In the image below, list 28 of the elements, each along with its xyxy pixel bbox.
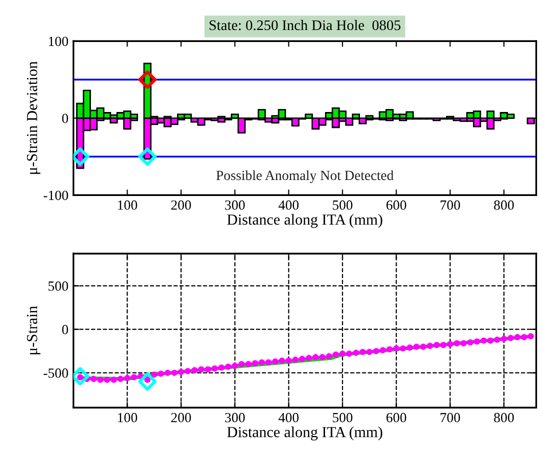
annotation: Possible Anomaly Not Detected — [216, 170, 394, 183]
x-tick-label: 600 — [386, 412, 406, 422]
x-tick-label: 700 — [440, 200, 460, 210]
x-axis-title: Distance along ITA (mm) — [227, 426, 382, 440]
y-tick-label: 500 — [48, 281, 68, 291]
x-tick-label: 500 — [332, 412, 352, 422]
x-tick-label: 300 — [225, 412, 245, 422]
y-tick-label: -500 — [44, 368, 68, 378]
x-tick-label: 800 — [494, 412, 514, 422]
chart-title: State: 0.250 Inch Dia Hole 0805 — [210, 20, 400, 30]
y-axis-title: μ-Strain — [26, 306, 40, 354]
x-tick-label: 300 — [225, 200, 245, 210]
x-tick-label: 200 — [171, 412, 191, 422]
x-tick-label: 800 — [494, 200, 514, 210]
y-tick-label: 0 — [62, 324, 68, 334]
x-tick-label: 100 — [118, 412, 138, 422]
x-tick-label: 700 — [440, 412, 460, 422]
x-tick-label: 400 — [278, 200, 299, 210]
y-tick-label: -100 — [44, 190, 68, 200]
x-tick-label: 200 — [171, 200, 191, 210]
x-tick-label: 400 — [278, 412, 299, 422]
x-axis-title: Distance along ITA (mm) — [227, 214, 382, 228]
x-tick-label: 100 — [118, 200, 138, 210]
y-tick-label: 100 — [48, 36, 68, 46]
x-tick-label: 500 — [332, 200, 352, 210]
x-tick-label: 600 — [386, 200, 406, 210]
y-axis-title: μ-Strain Deviation — [26, 61, 40, 174]
y-tick-label: 0 — [62, 114, 68, 124]
